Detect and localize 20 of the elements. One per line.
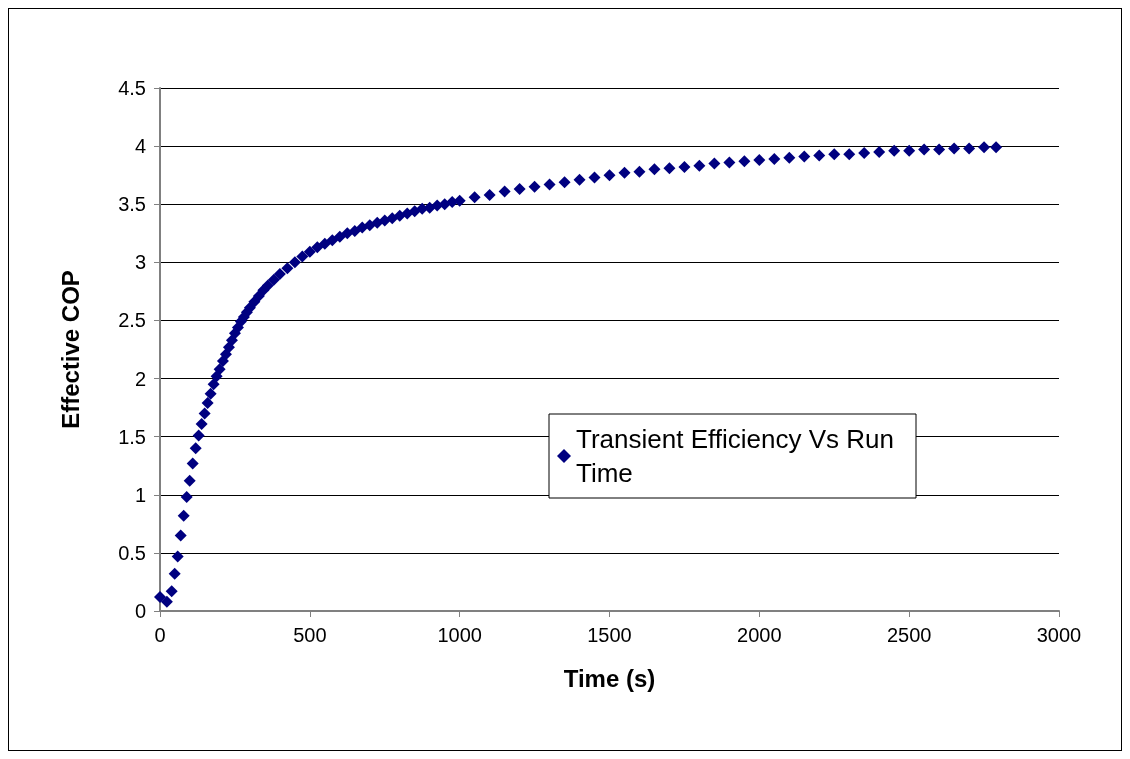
x-tick-label: 2000 <box>737 624 782 646</box>
y-axis-title: Effective COP <box>56 270 84 429</box>
x-tick-label: 1000 <box>437 624 482 646</box>
x-tick-label: 1500 <box>587 624 632 646</box>
x-axis-title: Time (s) <box>563 664 656 692</box>
y-tick-label: 2 <box>134 367 146 390</box>
y-tick-label: 0 <box>134 600 146 622</box>
y-tick-label: 3 <box>134 251 146 274</box>
y-tick-label: 1.5 <box>118 425 146 448</box>
x-tick-label: 0 <box>154 624 166 646</box>
y-tick-label: 0.5 <box>118 541 146 564</box>
x-tick-label: 2500 <box>886 624 932 646</box>
x-tick-label: 3000 <box>1036 624 1082 646</box>
x-tick-label: 500 <box>293 624 327 646</box>
legend-label: Transient Efficiency Vs Run Time <box>576 424 902 488</box>
y-tick-label: 3.5 <box>118 193 146 216</box>
y-tick-label: 4.5 <box>118 77 146 99</box>
y-tick-label: 4 <box>134 135 146 158</box>
y-tick-label: 1 <box>134 483 146 506</box>
y-tick-label: 2.5 <box>118 309 146 332</box>
